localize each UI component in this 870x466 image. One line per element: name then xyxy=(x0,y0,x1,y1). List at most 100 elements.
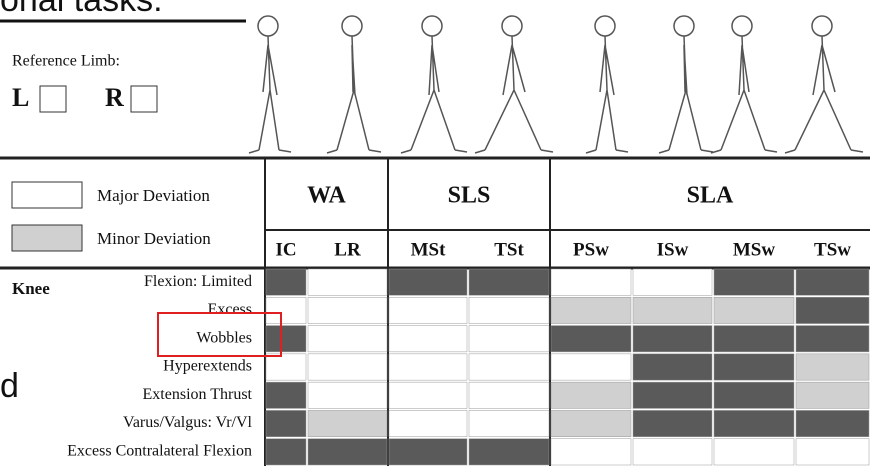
figure-head xyxy=(342,16,362,36)
cell xyxy=(796,439,869,465)
cell xyxy=(308,326,387,352)
figure-body xyxy=(785,36,863,153)
legend-major: Major Deviation xyxy=(97,186,210,205)
cell xyxy=(633,269,712,295)
cell xyxy=(469,382,549,408)
cell xyxy=(551,354,631,380)
row-label: Wobbles xyxy=(196,329,252,346)
cell xyxy=(308,269,387,295)
figure-head xyxy=(732,16,752,36)
cell xyxy=(389,410,467,436)
figure-head xyxy=(595,16,615,36)
cell xyxy=(714,269,794,295)
figure-body xyxy=(249,36,291,153)
cell xyxy=(308,354,387,380)
cell xyxy=(266,439,306,465)
cell xyxy=(469,354,549,380)
phase-label: PSw xyxy=(573,239,609,260)
cell xyxy=(266,382,306,408)
cell xyxy=(551,382,631,408)
left-checkbox[interactable] xyxy=(40,86,66,112)
reference-limb-label: Reference Limb: xyxy=(12,53,120,70)
cell xyxy=(389,326,467,352)
legend-major-swatch xyxy=(12,182,82,208)
stray-text: d xyxy=(0,367,19,405)
legend-minor: Minor Deviation xyxy=(97,229,211,248)
figure-head xyxy=(812,16,832,36)
cell xyxy=(469,269,549,295)
cell xyxy=(389,382,467,408)
cell xyxy=(308,439,387,465)
cell xyxy=(551,326,631,352)
cell xyxy=(714,410,794,436)
cell xyxy=(796,269,869,295)
right-limb: R xyxy=(105,83,124,112)
group-label: SLS xyxy=(448,183,491,209)
cell xyxy=(551,297,631,323)
cell xyxy=(266,297,306,323)
cell xyxy=(266,354,306,380)
group-label: SLA xyxy=(687,183,734,209)
left-limb: L xyxy=(12,83,29,112)
cell xyxy=(551,410,631,436)
figure-head xyxy=(502,16,522,36)
cell xyxy=(796,382,869,408)
phase-label: TSw xyxy=(814,239,851,260)
cell xyxy=(389,269,467,295)
cell xyxy=(714,297,794,323)
cell xyxy=(551,269,631,295)
cell xyxy=(714,382,794,408)
figure-head xyxy=(422,16,442,36)
cell xyxy=(633,439,712,465)
cell xyxy=(796,354,869,380)
row-label: Excess Contralateral Flexion xyxy=(67,443,252,460)
figure-body xyxy=(401,36,467,153)
cell xyxy=(633,326,712,352)
cell xyxy=(551,439,631,465)
cell xyxy=(796,410,869,436)
cell xyxy=(796,326,869,352)
phase-label: MSt xyxy=(411,239,447,260)
row-label: Varus/Valgus: Vr/Vl xyxy=(123,414,253,431)
cell xyxy=(714,354,794,380)
row-label: Hyperextends xyxy=(163,358,252,375)
figure-body xyxy=(711,36,777,153)
cell xyxy=(389,439,467,465)
row-label: Excess xyxy=(208,301,252,318)
cell xyxy=(469,410,549,436)
figure-head xyxy=(674,16,694,36)
row-label: Extension Thrust xyxy=(143,386,253,403)
cell xyxy=(714,326,794,352)
cell xyxy=(714,439,794,465)
cell xyxy=(389,297,467,323)
legend-minor-swatch xyxy=(12,225,82,251)
cell xyxy=(633,297,712,323)
title: onal tasks: xyxy=(0,0,163,19)
cell xyxy=(633,382,712,408)
phase-label: ISw xyxy=(657,239,689,260)
phase-label: IC xyxy=(275,239,296,260)
figure-body xyxy=(327,36,381,153)
cell xyxy=(633,410,712,436)
cell xyxy=(308,297,387,323)
cell xyxy=(389,354,467,380)
figure-body xyxy=(586,36,628,153)
row-label: Flexion: Limited xyxy=(144,273,252,290)
group-label: WA xyxy=(307,183,346,209)
figure-head xyxy=(258,16,278,36)
cell xyxy=(469,297,549,323)
cell xyxy=(796,297,869,323)
walking-figures xyxy=(249,16,863,153)
gait-form: onal tasks: d Reference Limb: L R Major … xyxy=(0,0,870,466)
cell xyxy=(633,354,712,380)
cell xyxy=(266,410,306,436)
phase-label: MSw xyxy=(733,239,776,260)
cell xyxy=(266,269,306,295)
cell xyxy=(469,439,549,465)
figure-body xyxy=(659,36,713,153)
joint: Knee xyxy=(12,279,50,298)
right-checkbox[interactable] xyxy=(131,86,157,112)
cell xyxy=(308,382,387,408)
phase-label: TSt xyxy=(494,239,524,260)
figure-body xyxy=(475,36,553,153)
